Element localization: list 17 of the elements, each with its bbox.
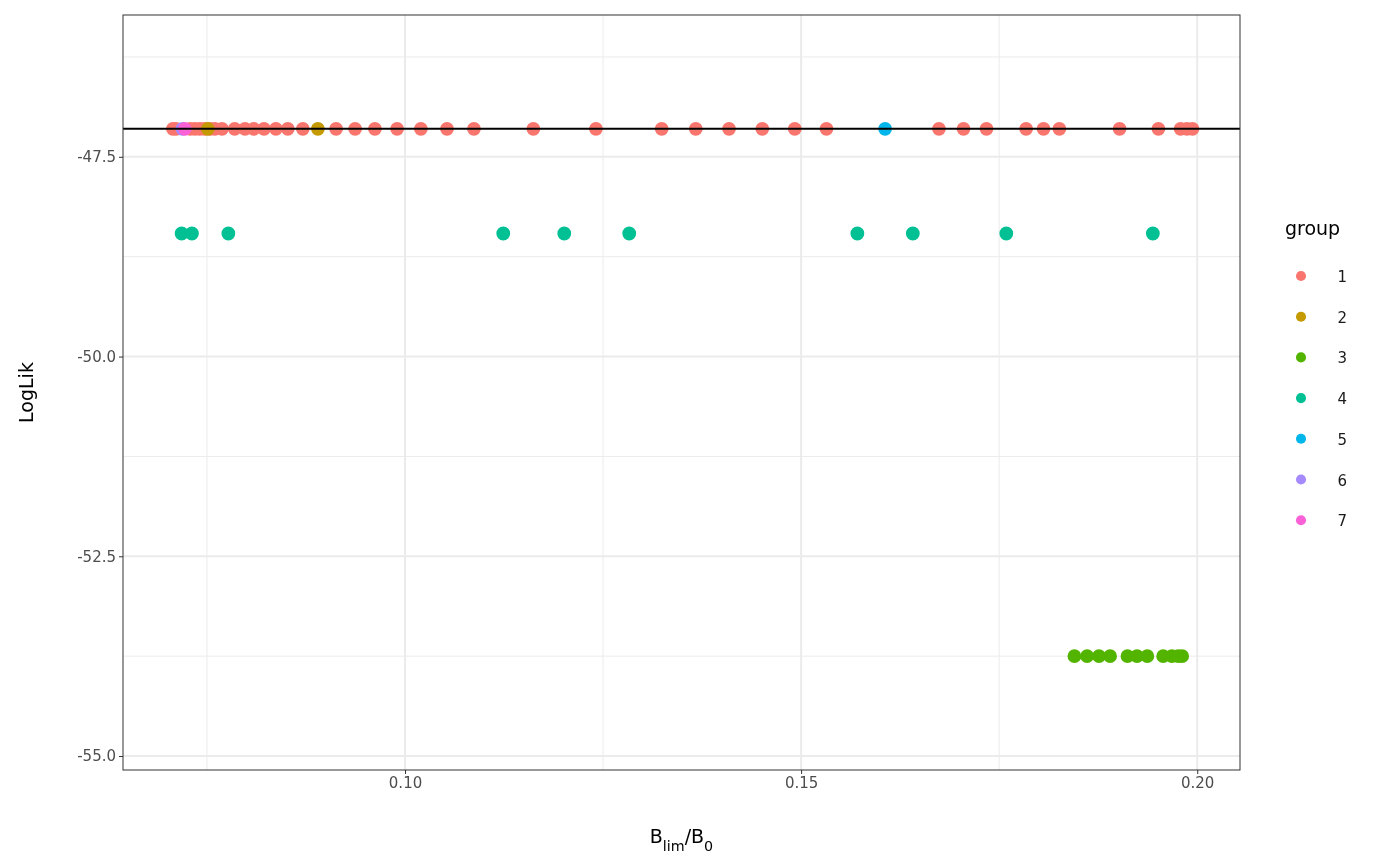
legend-label: 7 <box>1337 512 1347 531</box>
legend-label: 6 <box>1337 471 1347 490</box>
x-tick-label: 0.15 <box>784 773 819 792</box>
legend-label: 4 <box>1337 390 1347 409</box>
y-tick-label: -47.5 <box>77 148 116 167</box>
legend-label: 1 <box>1337 268 1347 286</box>
y-tick-label: -52.5 <box>77 547 116 566</box>
x-tick-label: 0.10 <box>388 773 423 792</box>
legend-title: group <box>1285 217 1341 239</box>
y-tick-label: -50.0 <box>77 347 116 366</box>
legend-label: 5 <box>1337 430 1347 449</box>
x-axis-title: B$_{lim}$/B$_{0}$ <box>649 825 714 854</box>
legend-label: 2 <box>1337 308 1347 327</box>
x-tick-label: 0.20 <box>1181 773 1215 792</box>
y-axis-title: LogLik <box>15 362 37 423</box>
y-tick-label: -55.0 <box>77 747 116 766</box>
legend-label: 3 <box>1337 349 1347 368</box>
